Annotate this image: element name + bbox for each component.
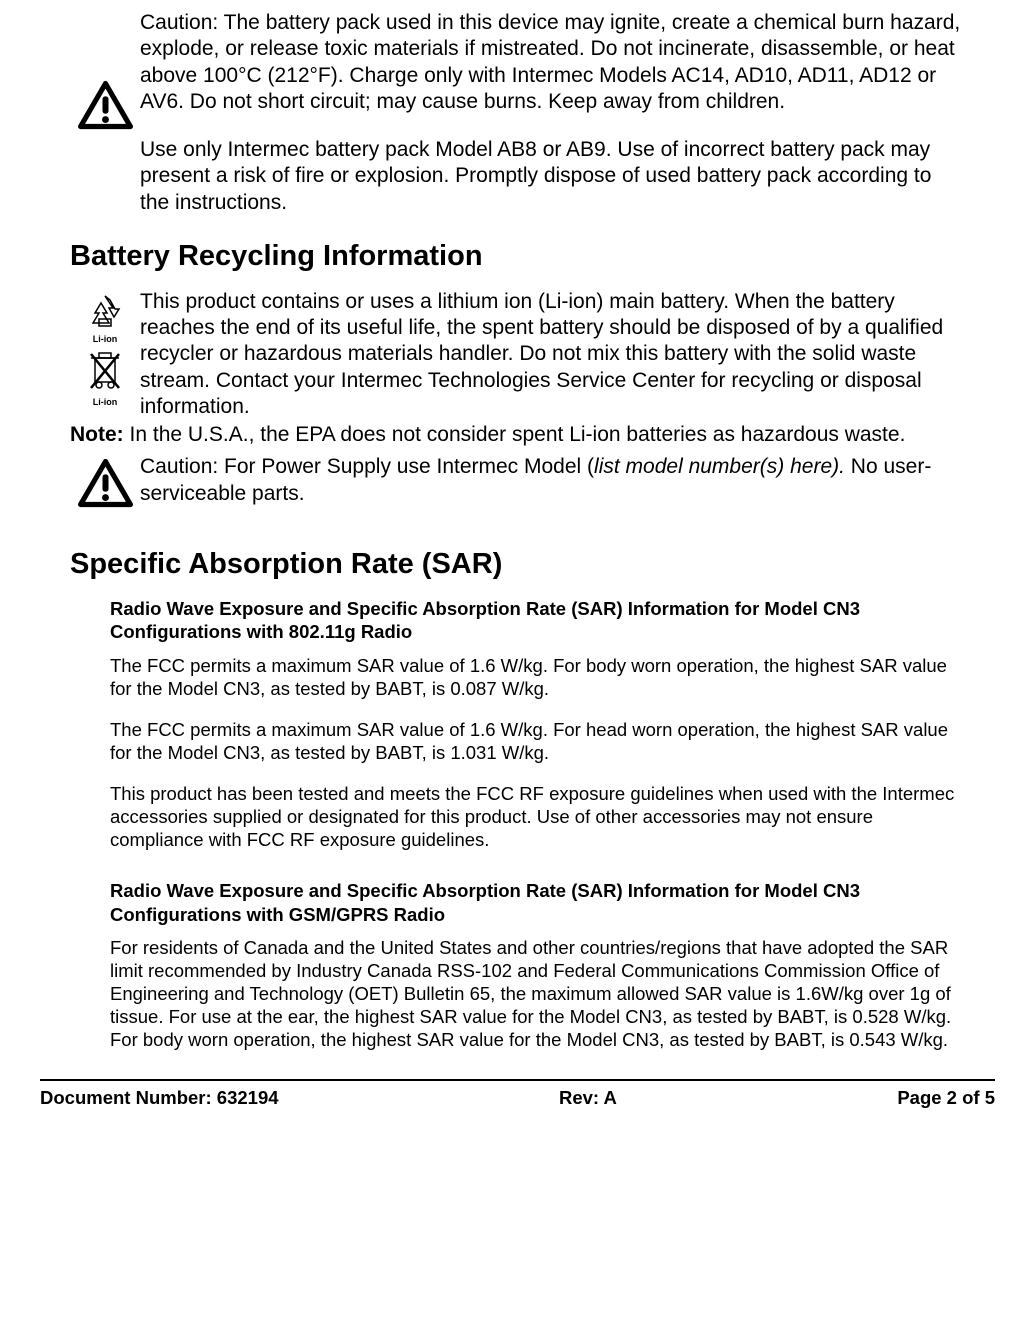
- sar-subheading-1: Radio Wave Exposure and Specific Absorpt…: [110, 597, 965, 643]
- note-text: In the U.S.A., the EPA does not consider…: [124, 423, 906, 446]
- warning-icon-col: [70, 10, 140, 130]
- power-supply-text: Caution: For Power Supply use Intermec M…: [140, 454, 965, 507]
- recycling-text: This product contains or uses a lithium …: [140, 289, 965, 420]
- sar-subheading-2: Radio Wave Exposure and Specific Absorpt…: [110, 879, 965, 925]
- doc-number-label: Document Number:: [40, 1087, 217, 1108]
- warning-icon-col-2: [70, 454, 140, 508]
- ps-pre: Caution: For Power Supply use Intermec M…: [140, 455, 594, 478]
- caution-para-2: Use only Intermec battery pack Model AB8…: [140, 137, 965, 216]
- doc-number-value: 632194: [217, 1087, 279, 1108]
- caution-text: Caution: The battery pack used in this d…: [140, 10, 965, 216]
- rev-value: A: [604, 1087, 617, 1108]
- recycling-icon-col: Li-ion Li-ion: [70, 289, 140, 407]
- sar-para-1: The FCC permits a maximum SAR value of 1…: [110, 654, 965, 700]
- battery-recycling-heading: Battery Recycling Information: [70, 240, 965, 273]
- no-trash-bin-icon: [85, 350, 125, 392]
- recycling-block: Li-ion Li-ion This product contains or u…: [70, 289, 965, 420]
- document-page: Caution: The battery pack used in this d…: [0, 0, 1035, 1051]
- power-supply-caution-block: Caution: For Power Supply use Intermec M…: [70, 454, 965, 508]
- note-label: Note:: [70, 423, 124, 446]
- recycle-arrows-icon: [85, 293, 125, 329]
- warning-icon: [78, 458, 133, 508]
- caution-battery-block: Caution: The battery pack used in this d…: [70, 10, 965, 216]
- ps-italic: list model number(s) here).: [594, 455, 845, 478]
- sar-section: Radio Wave Exposure and Specific Absorpt…: [70, 597, 965, 1051]
- sar-heading: Specific Absorption Rate (SAR): [70, 548, 965, 581]
- sar-para-4: For residents of Canada and the United S…: [110, 936, 965, 1052]
- recycling-para: This product contains or uses a lithium …: [140, 289, 965, 420]
- page-footer: Document Number: 632194 Rev: A Page 2 of…: [40, 1079, 995, 1129]
- warning-icon: [78, 80, 133, 130]
- footer-left: Document Number: 632194: [40, 1087, 279, 1109]
- rev-label: Rev:: [559, 1087, 604, 1108]
- footer-center: Rev: A: [559, 1087, 617, 1109]
- footer-right: Page 2 of 5: [897, 1087, 995, 1109]
- liion-label-2: Li-ion: [93, 397, 118, 407]
- note-para: Note: In the U.S.A., the EPA does not co…: [70, 422, 965, 448]
- sar-para-3: This product has been tested and meets t…: [110, 782, 965, 851]
- power-supply-para: Caution: For Power Supply use Intermec M…: [140, 454, 965, 507]
- sar-para-2: The FCC permits a maximum SAR value of 1…: [110, 718, 965, 764]
- caution-para-1: Caution: The battery pack used in this d…: [140, 10, 965, 115]
- liion-label-1: Li-ion: [93, 334, 118, 344]
